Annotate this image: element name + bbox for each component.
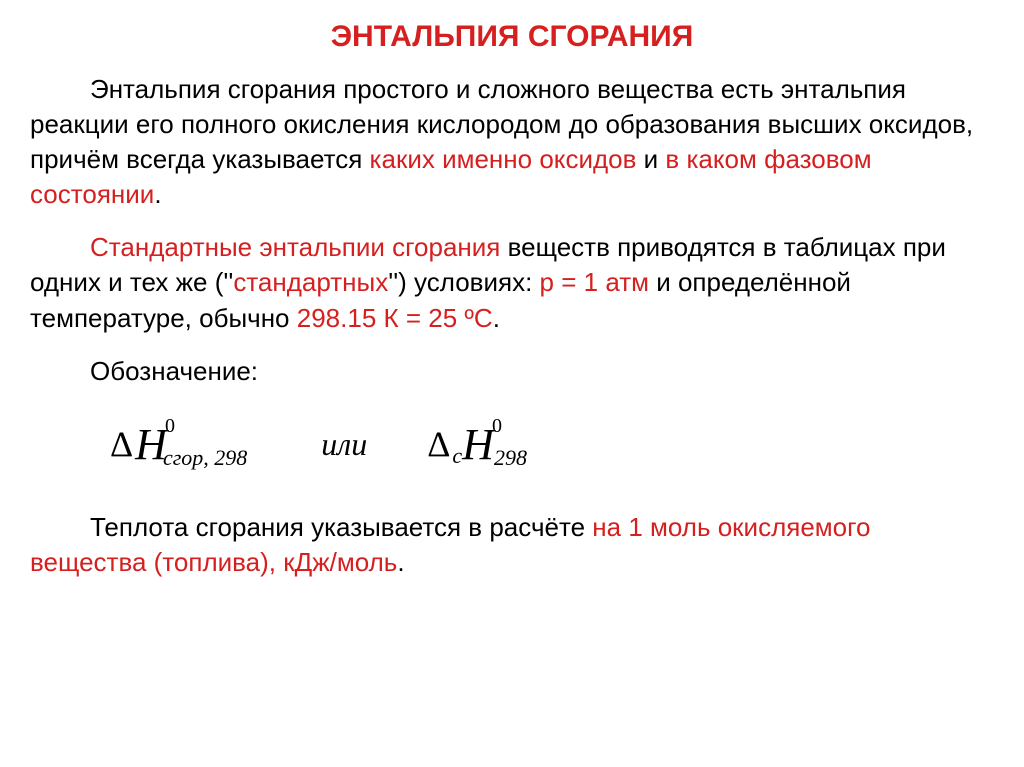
p2-cond: '') условиях: (388, 267, 539, 297)
p1-and: и (636, 144, 665, 174)
p2-temp: 298.15 К = 25 ºС (297, 303, 493, 333)
superscript-0: 0 (165, 415, 175, 438)
p1-dot: . (154, 179, 161, 209)
delta-symbol-2: Δ (427, 423, 450, 465)
p2-std-enth: Стандартные энтальпии сгорания (90, 232, 500, 262)
formula-1: Δ H 0 сгор, 298 (110, 419, 261, 470)
page-title: ЭНТАЛЬПИЯ СГОРАНИЯ (30, 20, 994, 54)
p2-dot: . (493, 303, 500, 333)
p1-text: Энтальпия сгорания простого и сложного в… (90, 74, 721, 104)
paragraph-2: Стандартные энтальпии сгорания веществ п… (30, 230, 994, 335)
p2-std: стандартных (233, 267, 388, 297)
paragraph-1: Энтальпия сгорания простого и сложного в… (30, 72, 994, 212)
p2-pressure: р = 1 атм (540, 267, 649, 297)
p1-oxides: каких именно оксидов (370, 144, 637, 174)
formula-row: Δ H 0 сгор, 298 или Δ с H 0 298 (110, 419, 994, 470)
notation-label: Обозначение: (90, 356, 258, 386)
paragraph-3: Обозначение: (30, 354, 994, 389)
subscript-298: 298 (494, 445, 527, 471)
subscript-sgor: сгор, 298 (163, 445, 247, 471)
or-label: или (321, 426, 367, 463)
formula-2: Δ с H 0 298 (427, 419, 537, 470)
subscript-c: с (452, 443, 462, 469)
paragraph-4: Теплота сгорания указывается в расчёте н… (30, 510, 994, 580)
p4-text: Теплота сгорания указывается в расчёте (90, 512, 592, 542)
p4-dot: . (397, 547, 404, 577)
superscript-0-2: 0 (492, 415, 502, 438)
delta-symbol: Δ (110, 423, 133, 465)
h-symbol-2: H (462, 419, 494, 470)
